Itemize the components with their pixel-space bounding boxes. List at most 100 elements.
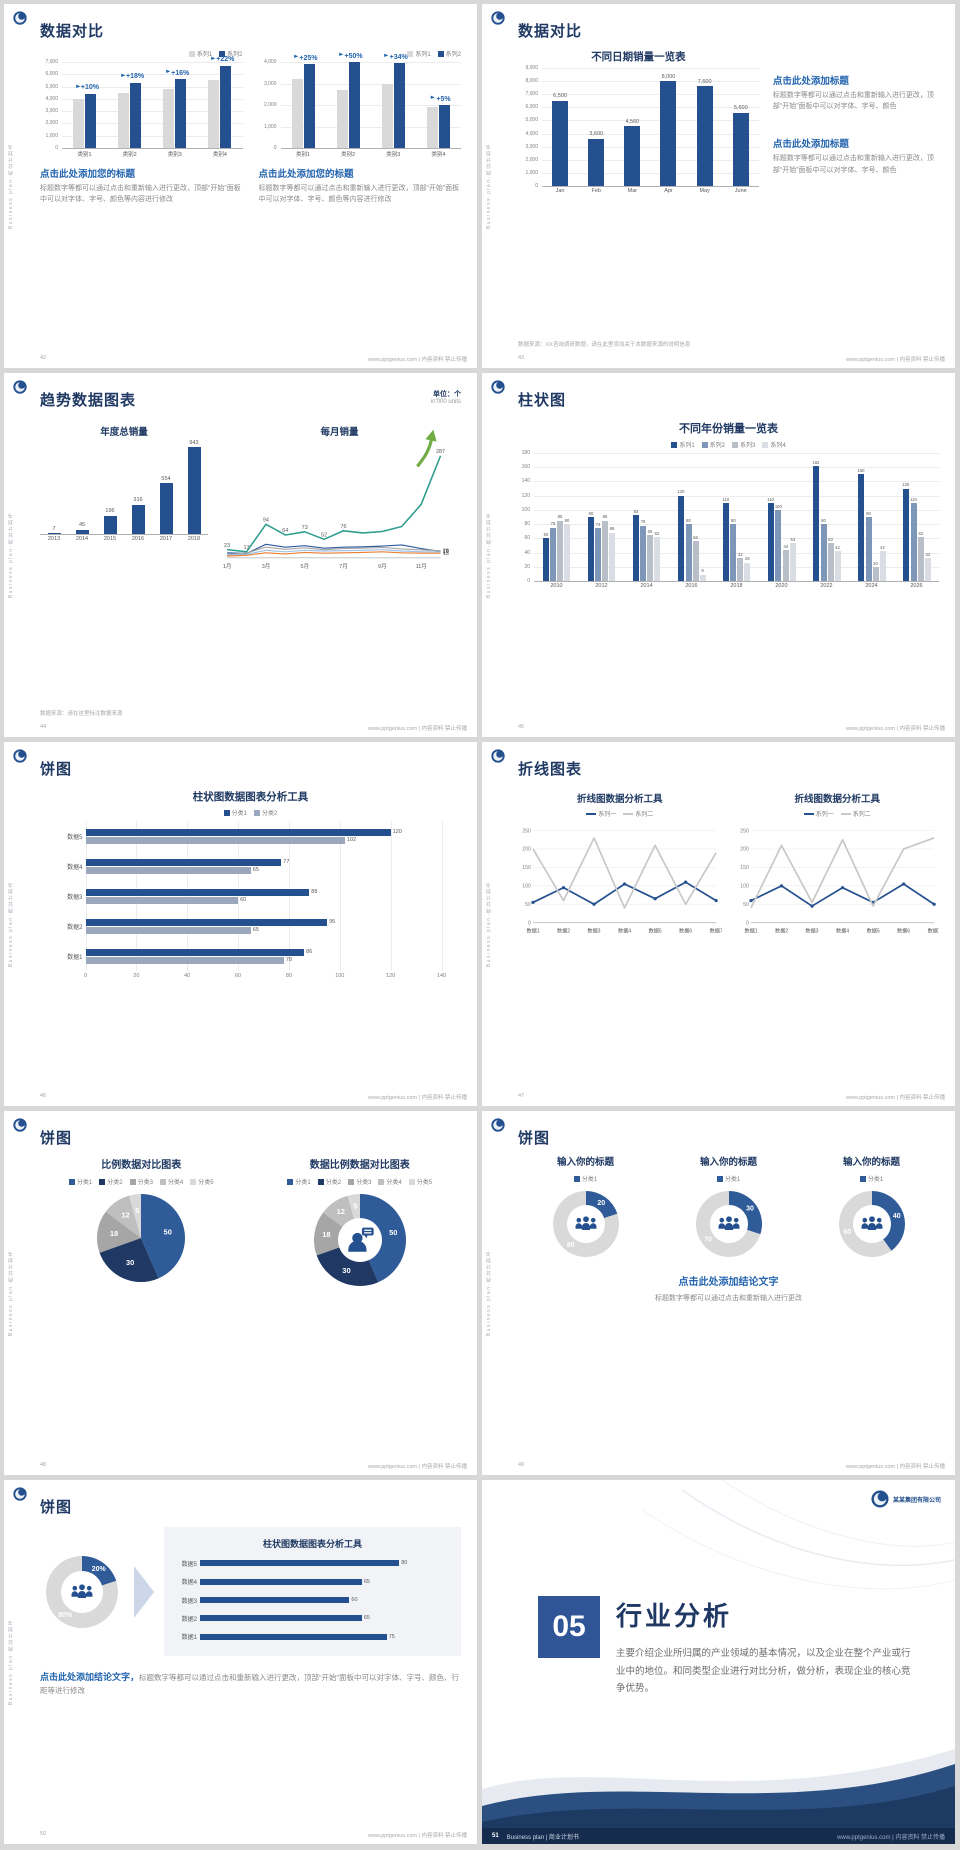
bar-wrap: 53	[827, 537, 834, 581]
slice-label: 50	[164, 1227, 172, 1236]
slide-47[interactable]: Business plan·商业计划书 折线图表 折线图数据分析工具 系列一 系列二…	[482, 742, 955, 1106]
sidebar-vertical-text: Business plan·商业计划书	[8, 142, 14, 230]
slide-49[interactable]: Business plan·商业计划书 饼图 输入你的标题 分类1 20 80 输入你…	[482, 1111, 955, 1475]
slide-footer: 47 www.pptgenius.com | 内容资料 禁止传播	[518, 1093, 945, 1101]
bar-line: 60	[85, 896, 442, 904]
brand-logo-icon	[13, 11, 27, 25]
pie-chart: 比例数据对比图表 分类1 分类2 分类3 分类4 分类5 50 30 18 12 5	[40, 1156, 243, 1290]
bar	[426, 107, 438, 148]
page-number: 44	[40, 724, 47, 730]
bar	[75, 529, 89, 534]
value-label: 4,560	[625, 118, 640, 125]
bar-wrap	[118, 92, 130, 148]
bar-line: 65	[200, 1578, 449, 1585]
grid-line	[542, 133, 759, 135]
grouped-bar-chart-left: 系列1 系列2 7,000 6,000 5,000 4,000 3,000 2,000 1,00…	[40, 49, 243, 158]
legend-label: 系列2	[445, 52, 461, 58]
legend-label: 分类5	[416, 1180, 433, 1186]
bar-group: 45	[68, 442, 96, 534]
bar	[917, 536, 924, 581]
slide-51[interactable]: 某某集团有限公司 05 行业分析 主要介绍企业所归属的产业领域的基本情况，以及企…	[482, 1480, 955, 1844]
pie-slice	[838, 1191, 891, 1257]
chat-line	[363, 1232, 372, 1234]
bar	[902, 488, 909, 581]
legend-swatch	[254, 809, 260, 816]
pie-chart: 50 30 18 12 5	[97, 1194, 186, 1282]
person-body	[867, 1223, 876, 1230]
pie-slice	[695, 1191, 760, 1257]
slice-label: 80	[566, 1242, 574, 1249]
value-label: 100	[774, 503, 782, 509]
slide-46[interactable]: Business plan·商业计划书 饼图 柱状图数据图表分析工具 分类1 分类2…	[4, 742, 477, 1106]
legend-label: 分类1	[867, 1177, 884, 1183]
legend-label: 系列1	[196, 52, 213, 58]
legend-swatch	[348, 1178, 355, 1185]
slide-48[interactable]: Business plan·商业计划书 饼图 比例数据对比图表 分类1 分类2 分类3…	[4, 1111, 477, 1475]
legend-item: 分类5	[190, 1177, 214, 1186]
slide-43[interactable]: Business plan·商业计划书 数据对比 不同日期销量一览表 9,000 8…	[482, 4, 955, 368]
slice-label: 60	[843, 1229, 851, 1236]
chart-title: 输入你的标题	[842, 1157, 900, 1168]
x-tick-label: 2017	[159, 536, 173, 542]
person-head	[351, 1232, 363, 1244]
horizontal-bar-chart: 柱状图数据图表分析工具 分类1 分类2 数据5 数据4 数据3 数据2 数据1 120 102 77…	[60, 789, 446, 981]
slide-42[interactable]: Business plan·商业计划书 数据对比 系列1 系列2 7,000 6,00…	[4, 4, 477, 368]
legend-label: 系列4	[770, 443, 786, 449]
value-label: 90	[866, 510, 871, 516]
bar-group: 7	[40, 442, 68, 534]
legend-label: 系列二	[635, 812, 654, 818]
slide-44[interactable]: Business plan·商业计划书 趋势数据图表 单位：个 in'000 u…	[4, 373, 477, 737]
value-label: 196	[105, 508, 115, 515]
bar-wrap	[175, 79, 187, 148]
pct-tag: +18%	[120, 73, 144, 81]
block-body: 标题数字等都可以通过点击和重新输入进行更改，顶部“开始”面板中可以对字体、字号、…	[40, 185, 241, 204]
pie-slice	[316, 1247, 379, 1286]
sidebar-vertical-text: Business plan·商业计划书	[8, 880, 14, 968]
x-tick-label: 2010	[550, 583, 563, 589]
y-tick-label: 3,000	[263, 80, 277, 87]
bar-wrap: 85	[602, 515, 608, 581]
category-label: 数据2	[67, 924, 83, 931]
grid-line	[136, 821, 138, 971]
pct-text: +50%	[344, 52, 363, 60]
category-label: 数据5	[67, 834, 83, 841]
slide-45[interactable]: Business plan·商业计划书 柱状图 不同年份销量一览表 系列1 系列2 系…	[482, 373, 955, 737]
value-label: 26	[745, 556, 750, 562]
bar-plot: 180 160 140 120 100 80 60 40 20 0 60 75 85 80 90 74 85 68…	[518, 450, 939, 589]
bar-group: 943	[180, 440, 208, 534]
bar-wrap: 44	[782, 544, 789, 581]
slice-label: 20	[597, 1200, 605, 1207]
chart-title: 年度总销量	[100, 427, 148, 438]
slide-50[interactable]: Business plan·商业计划书 饼图 20% 80% 柱状图数据图表分析工…	[4, 1480, 477, 1844]
person-body	[724, 1223, 733, 1230]
bar-groups: 7 45 196 316 554 943	[40, 440, 208, 534]
pie-chart: 40 60	[838, 1191, 905, 1257]
bar	[543, 538, 549, 581]
chart-title: 比例数据对比图表	[101, 1160, 182, 1171]
x-tick-label: 2016	[685, 583, 698, 589]
pie-chart: 30 70	[695, 1191, 762, 1257]
legend-label: 分类4	[167, 1180, 184, 1186]
marker-dot	[932, 902, 936, 906]
point-label: 287	[436, 449, 445, 455]
legend: 分类1	[859, 1174, 884, 1183]
mini-horizontal-bar-chart: 柱状图数据图表分析工具 数据5 数据4 数据3 数据2 数据1 80 65 60 65 75	[176, 1537, 449, 1646]
value-label: 77	[283, 859, 290, 865]
x-tick-label: 1月	[223, 563, 231, 570]
pie-slice	[728, 1191, 762, 1235]
category-label: 数据5	[181, 1561, 197, 1568]
y-tick-label: 1,000	[525, 169, 538, 176]
legend-label: 系列3	[740, 443, 756, 449]
bar-groups: 60 75 85 80 90 74 85 68 93 78 65 62 120 80 56 9 110 80 32 2…	[534, 453, 939, 581]
chat-bubble-tail	[364, 1235, 368, 1239]
sidebar-vertical-text: Business plan·商业计划书	[486, 1249, 492, 1337]
x-tick-label: 20	[133, 973, 140, 979]
bar	[200, 1597, 350, 1604]
x-tick-label: 2022	[820, 583, 833, 589]
footer-watermark: www.pptgenius.com | 内容资料 禁止传播	[846, 357, 945, 363]
bar-wrap	[303, 64, 315, 148]
pct-text: +5%	[436, 95, 451, 103]
x-tick-label: 5月	[301, 563, 309, 570]
bar	[550, 527, 556, 581]
pct-tag: +34%	[384, 53, 408, 61]
